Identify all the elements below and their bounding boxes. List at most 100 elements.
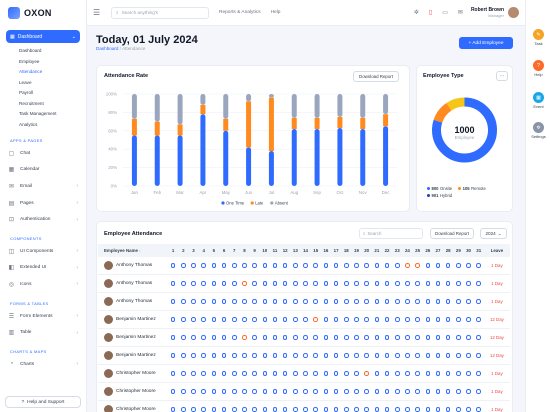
- check-icon[interactable]: [201, 371, 206, 377]
- bar-late-jan[interactable]: [131, 118, 137, 136]
- check-icon[interactable]: [293, 371, 298, 377]
- check-icon[interactable]: [333, 335, 339, 341]
- year-select[interactable]: 2024 ⌄: [480, 228, 507, 239]
- check-icon[interactable]: [364, 389, 369, 395]
- check-icon[interactable]: [476, 389, 482, 395]
- sidebar-item-ui-components[interactable]: ◫ UI Components ›: [0, 243, 86, 260]
- check-icon[interactable]: [211, 407, 217, 412]
- bar-one-time-sep[interactable]: [314, 128, 320, 186]
- check-icon[interactable]: [374, 317, 380, 323]
- check-icon[interactable]: [282, 371, 288, 377]
- check-icon[interactable]: [282, 353, 288, 359]
- check-icon[interactable]: [170, 407, 176, 412]
- check-icon[interactable]: [252, 389, 257, 395]
- check-icon[interactable]: [384, 317, 390, 323]
- check-icon[interactable]: [435, 281, 441, 287]
- check-icon[interactable]: [415, 407, 420, 412]
- check-icon[interactable]: [425, 299, 431, 305]
- sidebar-item-table[interactable]: ▥ Table ›: [0, 324, 86, 341]
- check-icon[interactable]: [364, 407, 369, 412]
- bar-absent-oct[interactable]: [337, 94, 343, 117]
- check-icon[interactable]: [303, 389, 308, 395]
- check-icon[interactable]: [456, 281, 461, 287]
- check-icon[interactable]: [181, 263, 186, 269]
- check-icon[interactable]: [354, 389, 359, 395]
- bar-late-may[interactable]: [223, 118, 229, 131]
- check-icon[interactable]: [445, 299, 451, 305]
- check-icon[interactable]: [201, 389, 206, 395]
- check-icon[interactable]: [201, 353, 206, 359]
- check-icon[interactable]: [333, 317, 339, 323]
- check-icon[interactable]: [201, 407, 206, 412]
- check-icon[interactable]: [466, 389, 471, 395]
- check-icon[interactable]: [303, 317, 308, 323]
- check-icon[interactable]: [354, 263, 359, 269]
- check-icon[interactable]: [221, 263, 227, 269]
- check-icon[interactable]: [466, 299, 471, 305]
- check-icon[interactable]: [201, 281, 206, 287]
- check-icon[interactable]: [282, 389, 288, 395]
- check-icon[interactable]: [354, 371, 359, 377]
- sidebar-item-chat[interactable]: ▢ Chat: [0, 145, 86, 162]
- check-icon[interactable]: [313, 371, 319, 377]
- check-icon[interactable]: [221, 371, 227, 377]
- check-icon[interactable]: [293, 281, 298, 287]
- check-icon[interactable]: [211, 299, 217, 305]
- check-icon[interactable]: [181, 335, 186, 341]
- sidebar-subitem-analytics[interactable]: Analytics: [19, 121, 38, 127]
- check-icon[interactable]: [374, 335, 380, 341]
- check-icon[interactable]: [364, 263, 369, 269]
- check-icon[interactable]: [384, 335, 390, 341]
- check-icon[interactable]: [303, 335, 308, 341]
- check-icon[interactable]: [384, 299, 390, 305]
- table-row[interactable]: Anthony Thomas 1 Day: [98, 257, 510, 275]
- check-icon[interactable]: [282, 335, 288, 341]
- check-icon[interactable]: [476, 407, 482, 412]
- check-icon[interactable]: [323, 299, 329, 305]
- check-icon[interactable]: [221, 335, 227, 341]
- check-icon[interactable]: [231, 371, 237, 377]
- bar-late-aug[interactable]: [291, 117, 297, 129]
- check-icon[interactable]: [272, 389, 278, 395]
- check-icon[interactable]: [344, 263, 349, 269]
- late-status-icon[interactable]: [415, 263, 420, 269]
- check-icon[interactable]: [405, 371, 410, 377]
- check-icon[interactable]: [242, 299, 247, 305]
- sidebar-item-calendar[interactable]: ▦ Calendar: [0, 162, 86, 179]
- sidebar-subitem-leave[interactable]: Leave: [19, 79, 32, 85]
- nav-link-help[interactable]: Help: [270, 10, 281, 15]
- check-icon[interactable]: [374, 281, 380, 287]
- check-icon[interactable]: [242, 263, 247, 269]
- check-icon[interactable]: [221, 299, 227, 305]
- check-icon[interactable]: [333, 299, 339, 305]
- check-icon[interactable]: [201, 263, 206, 269]
- late-status-icon[interactable]: [242, 335, 247, 341]
- bar-one-time-aug[interactable]: [291, 128, 297, 186]
- check-icon[interactable]: [262, 353, 268, 359]
- check-icon[interactable]: [445, 317, 451, 323]
- check-icon[interactable]: [191, 281, 196, 287]
- check-icon[interactable]: [344, 335, 349, 341]
- check-icon[interactable]: [262, 299, 268, 305]
- sidebar-item-icons[interactable]: ◎ Icons ›: [0, 276, 86, 293]
- check-icon[interactable]: [181, 371, 186, 377]
- check-icon[interactable]: [231, 407, 237, 412]
- check-icon[interactable]: [435, 335, 441, 341]
- check-icon[interactable]: [435, 317, 441, 323]
- search-input[interactable]: ⌕ Search anything's: [111, 6, 209, 19]
- employee-name[interactable]: Benjamin Martinez: [116, 335, 156, 340]
- check-icon[interactable]: [201, 299, 206, 305]
- check-icon[interactable]: [476, 353, 482, 359]
- bar-late-apr[interactable]: [200, 105, 206, 115]
- check-icon[interactable]: [323, 389, 329, 395]
- check-icon[interactable]: [323, 371, 329, 377]
- check-icon[interactable]: [201, 335, 206, 341]
- check-icon[interactable]: [191, 389, 196, 395]
- add-employee-button[interactable]: + Add Employee: [459, 37, 513, 49]
- check-icon[interactable]: [354, 299, 359, 305]
- check-icon[interactable]: [384, 389, 390, 395]
- late-status-icon[interactable]: [364, 371, 369, 377]
- check-icon[interactable]: [344, 299, 349, 305]
- bar-late-jun[interactable]: [246, 101, 252, 148]
- check-icon[interactable]: [344, 281, 349, 287]
